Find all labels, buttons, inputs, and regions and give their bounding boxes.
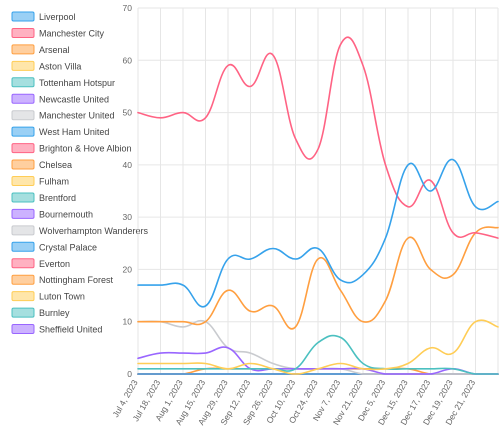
legend-label: Everton: [39, 259, 70, 269]
legend-label: Brighton & Hove Albion: [39, 144, 132, 154]
legend-item[interactable]: Manchester City: [11, 27, 105, 38]
series-line-liverpool: [137, 158, 499, 308]
legend-item[interactable]: Burnley: [11, 307, 70, 318]
legend-item[interactable]: Tottenham Hotspur: [11, 77, 115, 88]
legend-item[interactable]: Bournemouth: [11, 208, 93, 219]
legend-label: Bournemouth: [39, 209, 93, 219]
legend-swatch: [11, 192, 35, 203]
legend-item[interactable]: Crystal Palace: [11, 241, 97, 252]
legend-item[interactable]: Brentford: [11, 192, 76, 203]
legend-label: Manchester City: [39, 28, 105, 38]
legend-label: Nottingham Forest: [39, 275, 114, 285]
legend-item[interactable]: Everton: [11, 258, 70, 269]
legend-swatch: [11, 110, 35, 121]
y-tick-label: 20: [123, 264, 133, 274]
legend-label: Burnley: [39, 308, 70, 318]
series-line-arsenal: [137, 226, 499, 330]
legend-swatch: [11, 291, 35, 302]
legend-item[interactable]: Arsenal: [11, 44, 70, 55]
legend-swatch: [11, 208, 35, 219]
y-axis: 0 10 20 30 40 50 60 70: [123, 3, 133, 379]
legend-swatch: [11, 176, 35, 186]
y-tick-label: 30: [123, 212, 133, 222]
legend-label: Liverpool: [39, 12, 76, 22]
legend-swatch: [11, 159, 35, 170]
legend-label: Sheffield United: [39, 325, 102, 335]
y-tick-label: 10: [123, 317, 133, 327]
legend-swatch: [11, 60, 35, 71]
legend-item[interactable]: West Ham United: [11, 126, 109, 137]
legend-item[interactable]: Fulham: [11, 176, 69, 187]
legend-item[interactable]: Aston Villa: [11, 60, 81, 71]
legend-swatch: [11, 274, 35, 285]
legend-swatch: [11, 44, 35, 55]
y-tick-label: 60: [123, 55, 133, 65]
legend-label: Manchester United: [39, 111, 115, 121]
legend-swatch: [11, 241, 35, 252]
chart-grid: [137, 7, 499, 375]
legend-swatch: [11, 93, 35, 104]
legend-swatch: [11, 225, 35, 236]
legend-swatch: [11, 77, 35, 88]
chart-series: [137, 36, 499, 375]
legend-swatch: [11, 11, 35, 22]
legend-item[interactable]: Manchester United: [11, 110, 115, 121]
legend-label: Luton Town: [39, 292, 85, 302]
legend-label: Aston Villa: [39, 61, 81, 71]
series-line-tottenham-hotspur: [137, 334, 499, 375]
legend-item[interactable]: Newcastle United: [11, 93, 109, 104]
legend-label: Wolverhampton Wanderers: [39, 226, 149, 236]
legend-label: Tottenham Hotspur: [39, 78, 115, 88]
y-tick-label: 50: [123, 108, 133, 118]
legend-swatch: [11, 27, 35, 38]
legend-label: Fulham: [39, 177, 69, 187]
legend-item[interactable]: Liverpool: [11, 11, 76, 22]
legend-label: Crystal Palace: [39, 242, 97, 252]
legend-item[interactable]: Brighton & Hove Albion: [11, 143, 132, 154]
legend-item[interactable]: Wolverhampton Wanderers: [11, 225, 149, 236]
legend-label: Brentford: [39, 193, 76, 203]
legend-label: Newcastle United: [39, 94, 109, 104]
legend-item[interactable]: Chelsea: [11, 159, 72, 170]
series-line-manchester-city: [137, 36, 499, 239]
legend-item[interactable]: Luton Town: [11, 291, 85, 302]
legend-item[interactable]: Sheffield United: [11, 324, 102, 335]
legend-swatch: [11, 324, 35, 335]
legend-swatch: [11, 307, 35, 318]
y-tick-label: 40: [123, 160, 133, 170]
legend-swatch: [11, 143, 35, 154]
legend-label: West Ham United: [39, 127, 109, 137]
chart-legend: Liverpool Manchester City Arsenal Aston Vil…: [11, 11, 149, 335]
series-line-aston-villa: [137, 319, 499, 375]
legend-item[interactable]: Nottingham Forest: [11, 274, 114, 285]
legend-swatch: [11, 126, 35, 137]
y-tick-label: 70: [123, 3, 133, 13]
y-tick-label: 0: [127, 369, 132, 379]
legend-swatch: [11, 258, 35, 269]
legend-label: Chelsea: [39, 160, 72, 170]
legend-label: Arsenal: [39, 45, 70, 55]
